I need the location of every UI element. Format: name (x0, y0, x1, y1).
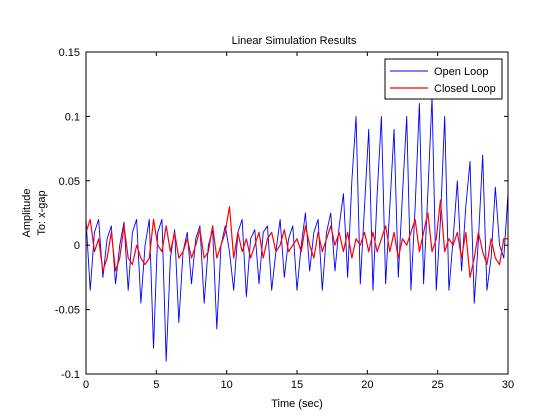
plot-area: 0 5 10 15 20 25 30 -0.1 -0.05 0 0.05 0.1 0.15 (55, 47, 514, 391)
x-tick-label: 20 (361, 379, 373, 391)
y-tick-label: 0.05 (59, 176, 80, 188)
legend-label-closed-loop: Closed Loop (434, 83, 496, 95)
legend: Open Loop Closed Loop (384, 58, 503, 100)
legend-label-open-loop: Open Loop (434, 66, 488, 78)
series-line-closed-loop (85, 199, 508, 278)
x-axis-ticks: 0 5 10 15 20 25 30 (83, 52, 514, 391)
x-tick-label: 10 (221, 379, 233, 391)
x-tick-label: 0 (83, 379, 89, 391)
series-layer (85, 96, 509, 362)
y-axis-output-label: To: x-gap (36, 190, 48, 235)
y-tick-label: 0.15 (59, 47, 80, 59)
x-tick-label: 25 (432, 379, 444, 391)
y-axis-ticks: -0.1 -0.05 0 0.05 0.1 0.15 (55, 47, 508, 381)
y-tick-label: 0.1 (65, 111, 80, 123)
x-tick-label: 5 (153, 379, 159, 391)
y-tick-label: 0 (74, 240, 80, 252)
x-tick-label: 30 (502, 379, 514, 391)
x-tick-label: 15 (291, 379, 303, 391)
y-axis-label: Amplitude (21, 189, 33, 238)
legend-box (384, 58, 503, 100)
series-line-open-loop (85, 96, 509, 362)
x-axis-label: Time (sec) (271, 398, 323, 410)
plot-background (86, 52, 508, 374)
chart-title: Linear Simulation Results (232, 35, 357, 47)
y-tick-label: -0.05 (55, 305, 80, 317)
y-tick-label: -0.1 (61, 369, 80, 381)
